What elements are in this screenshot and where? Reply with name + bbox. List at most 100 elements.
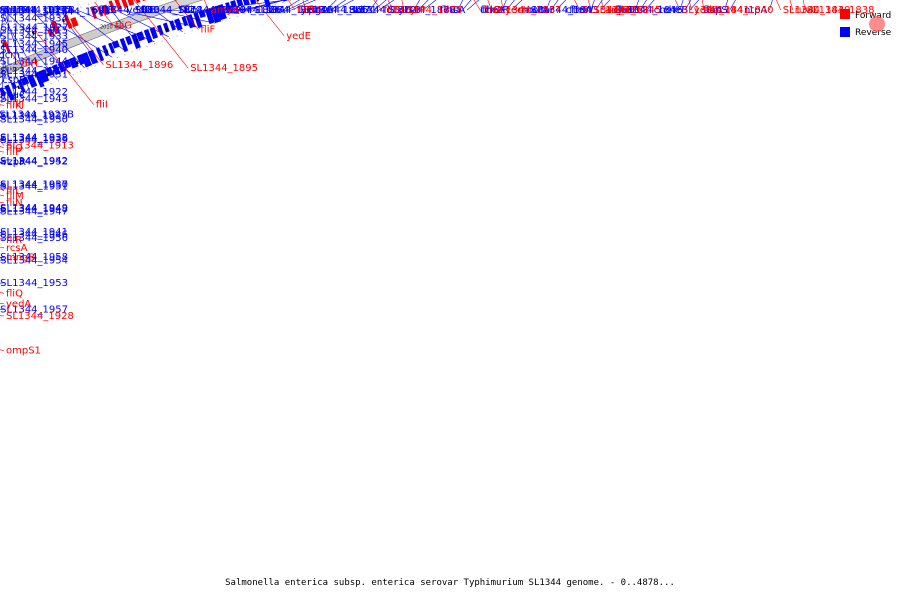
gene-label[interactable]: fliE — [98, 5, 113, 16]
gene-label[interactable]: fliO — [6, 143, 23, 154]
gene-label[interactable]: fliH — [21, 58, 38, 69]
gene-label[interactable]: SL1344_1940 — [0, 45, 68, 56]
gene-label[interactable]: sirA — [266, 5, 285, 16]
gene-label[interactable]: SL1344_1954 — [0, 255, 68, 266]
gene-label[interactable]: SL1344_1927B — [0, 110, 74, 121]
gene-label[interactable]: mngB — [6, 252, 35, 263]
gene-label[interactable]: fliF — [200, 25, 215, 36]
gene-label[interactable]: fliA — [226, 5, 242, 16]
gene-label[interactable]: cheA — [480, 5, 505, 16]
gene-label[interactable]: ruvC — [795, 5, 818, 16]
gene-label[interactable]: SL1344_1950 — [0, 180, 68, 191]
gene-label[interactable]: ftnA — [482, 5, 503, 16]
gene-label[interactable]: SL1344_1942 — [0, 156, 68, 167]
gene-label[interactable]: SL1344_1846 — [615, 5, 683, 16]
gene-label[interactable]: cheW — [566, 5, 594, 16]
gene-label[interactable]: SL1344_1878 — [395, 5, 463, 16]
gene-label[interactable]: SL1344_1886 — [213, 5, 281, 16]
gene-label[interactable]: fliC — [101, 5, 117, 16]
gene-label[interactable]: SL1344_1839 — [783, 5, 851, 16]
gene-label[interactable]: SL1344_1915 — [0, 25, 68, 36]
gene-label[interactable]: fliQ — [6, 288, 23, 299]
gene-label[interactable]: fliT — [297, 5, 313, 16]
gene-label[interactable]: motA — [522, 5, 549, 16]
gene-label[interactable]: SL1344_1841 — [682, 5, 750, 16]
gene-label[interactable]: SL1344_1946 — [0, 229, 68, 240]
gene-label[interactable]: fliR — [6, 235, 22, 246]
gene-label[interactable]: SL1344_1864 — [222, 5, 290, 16]
gene-label[interactable]: cheB — [663, 5, 688, 16]
gene-label[interactable]: fliS — [308, 5, 323, 16]
gene-label[interactable]: SL1344_1867 — [494, 5, 562, 16]
gene-label[interactable]: flhE — [614, 5, 633, 16]
gene-label[interactable]: tar — [540, 5, 555, 16]
gene-label[interactable]: SL1344_1917 — [0, 66, 68, 77]
gene-label[interactable]: SL1344_1840 — [706, 5, 774, 16]
gene-label[interactable]: SL1344_1945 — [0, 39, 68, 50]
gene-label[interactable]: cspB — [2, 75, 26, 86]
gene-label[interactable]: yedE — [286, 31, 311, 42]
gene-label[interactable]: rzpR — [3, 157, 26, 168]
gene-label[interactable]: umuC — [0, 90, 26, 101]
gene-label[interactable]: fliI — [96, 100, 108, 111]
gene-label[interactable]: cutC — [620, 5, 643, 16]
gene-label[interactable]: SL1344_1916 — [0, 6, 68, 17]
gene-label[interactable]: argS — [605, 5, 628, 16]
gene-label[interactable]: SL1344_1929 — [0, 111, 68, 122]
gene-label[interactable]: SL1344_1932 — [0, 133, 68, 144]
gene-label[interactable]: SL1344_1927 — [1, 22, 69, 33]
gene-label[interactable]: SL1344_1944 — [0, 57, 68, 68]
gene-label[interactable]: SL1344_1949 — [0, 203, 68, 214]
gene-label[interactable]: sdiA — [351, 5, 372, 16]
gene-label[interactable]: fliJ — [12, 99, 24, 110]
gene-label[interactable]: SL1344_1941 — [0, 227, 68, 238]
gene-label[interactable]: fliY — [184, 5, 200, 16]
gene-label[interactable]: SL1344_1953 — [0, 278, 68, 289]
gene-label[interactable]: yecD — [694, 5, 720, 16]
gene-label[interactable]: fliN — [6, 198, 23, 209]
gene-label[interactable]: SL1344_1843 — [531, 5, 599, 16]
gene-label[interactable]: cheY — [654, 5, 679, 16]
gene-label[interactable]: SL1344_1845 — [593, 5, 661, 16]
gene-label[interactable]: fliZ — [179, 5, 195, 16]
gene-label[interactable]: dsrB — [52, 5, 75, 16]
gene-label[interactable]: fliP — [6, 147, 21, 158]
gene-label[interactable]: SL1344_1927A — [0, 5, 74, 16]
gene-label[interactable]: rcsA — [6, 243, 28, 254]
gene-label[interactable]: cheR — [485, 5, 510, 16]
gene-label[interactable]: SL1344_1958 — [0, 252, 68, 263]
gene-label[interactable]: SL1344_1861 — [582, 5, 650, 16]
gene-label[interactable]: SL1344_1922 — [0, 87, 68, 98]
gene-label[interactable]: SL1344_1874 — [135, 5, 203, 16]
gene-label[interactable]: amyA — [211, 5, 240, 16]
gene-label[interactable]: SL1344_1869 — [178, 5, 246, 16]
gene-label[interactable]: SL1344_1948 — [0, 204, 68, 215]
gene-label[interactable]: SL1344_1930 — [0, 114, 68, 125]
gene-label[interactable]: SL1344_1895 — [190, 63, 258, 74]
gene-label[interactable]: SL1344_1931 — [0, 70, 68, 81]
gene-label[interactable]: flhC — [480, 5, 500, 16]
gene-label[interactable]: otsB — [399, 5, 421, 16]
gene-label[interactable]: fliD — [384, 5, 401, 16]
gene-label[interactable]: fliG — [115, 20, 132, 31]
gene-label[interactable]: SL1344_1871 — [309, 5, 377, 16]
gene-label[interactable]: dcm — [0, 50, 20, 61]
gene-label[interactable]: SL1344_1933 — [0, 31, 68, 42]
gene-label[interactable]: fliK — [6, 101, 22, 112]
gene-label[interactable]: fliM — [6, 191, 24, 202]
gene-label[interactable]: SL1344_1956 — [0, 233, 68, 244]
gene-label[interactable]: cheZ — [613, 5, 638, 16]
gene-label[interactable]: motB — [518, 5, 545, 16]
gene-label[interactable]: SL1344_1866 — [300, 5, 368, 16]
gene-label[interactable]: SL1344_1936 — [43, 7, 111, 18]
gene-label[interactable]: SL1344_1951 — [0, 181, 68, 192]
gene-label[interactable]: vsr — [5, 5, 21, 16]
gene-label[interactable]: umuD — [0, 5, 26, 16]
gene-label[interactable]: SL1344_1935 — [4, 5, 72, 16]
gene-label[interactable]: SL1344_1874A — [254, 5, 329, 16]
gene-label[interactable]: aspS — [704, 5, 728, 16]
gene-label[interactable]: yecS — [301, 5, 325, 16]
gene-label[interactable]: flhD — [440, 5, 461, 16]
gene-label[interactable]: SL1344_1913 — [6, 141, 74, 152]
gene-label[interactable]: SL1344_1937 — [0, 180, 68, 191]
